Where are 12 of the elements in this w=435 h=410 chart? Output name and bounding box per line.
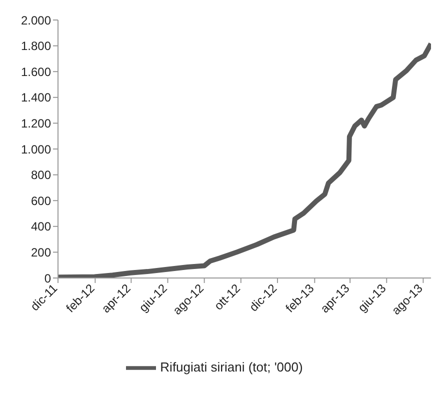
legend-label: Rifugiati siriani (tot; '000) [160,359,303,374]
y-tick-label: 800 [30,168,52,182]
y-tick-label: 1.000 [20,142,52,156]
y-tick-label: 1.600 [20,64,52,79]
y-tick-label: 1.800 [20,39,52,54]
y-tick-label: 2.000 [20,13,52,28]
y-tick-label: 0 [44,271,52,286]
y-tick-label: 400 [30,220,52,234]
y-tick-label: 1.200 [20,116,52,130]
y-tick-label: 200 [30,245,52,260]
y-tick-label: 600 [30,194,52,208]
y-tick-label: 1.400 [20,90,52,105]
